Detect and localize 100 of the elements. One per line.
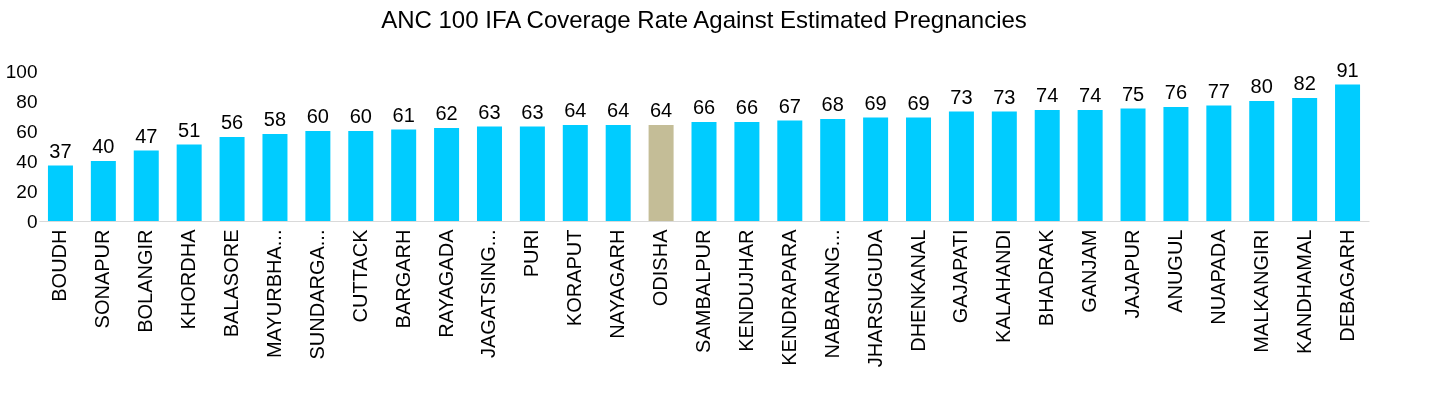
x-tick-label: GAJAPATI <box>949 229 972 324</box>
x-tick-label: JHARSUGUDA <box>863 228 886 368</box>
x-tick-label: KANDHAMAL <box>1292 229 1315 354</box>
data-label: 40 <box>92 135 115 157</box>
x-tick-label: NAYAGARH <box>606 229 629 339</box>
data-label: 66 <box>692 96 716 118</box>
y-tick-label: 60 <box>16 120 38 142</box>
y-tick-label: 20 <box>16 180 38 202</box>
x-tick-label: NUAPADA <box>1206 228 1229 325</box>
x-tick-label: MALKANGIRI <box>1249 229 1272 353</box>
data-label: 67 <box>778 94 801 117</box>
bar <box>906 117 932 221</box>
bar <box>605 125 631 221</box>
data-label: 82 <box>1293 72 1316 94</box>
data-label: 64 <box>607 99 630 121</box>
x-tick-label: BARGARH <box>391 229 414 329</box>
x-tick-label: MAYURBHA... <box>262 229 285 359</box>
data-label: 69 <box>907 91 930 114</box>
data-label: 76 <box>1164 81 1188 103</box>
x-tick-label: BHADRAK <box>1035 228 1058 327</box>
bar <box>1163 107 1189 221</box>
bar <box>1335 84 1361 221</box>
data-label: 68 <box>821 93 844 115</box>
x-tick-label: SUNDARGA... <box>305 229 328 360</box>
x-tick-label: RAYAGADA <box>434 228 457 338</box>
y-tick-label: 40 <box>16 150 38 172</box>
x-tick-label: SAMBALPUR <box>692 229 714 353</box>
x-tick-label: GANJAM <box>1078 229 1101 313</box>
x-tick-label: SONAPUR <box>91 229 114 329</box>
bar <box>648 125 674 221</box>
bar <box>948 111 974 221</box>
bar <box>1292 98 1318 221</box>
x-tick-label: BOUDH <box>48 229 71 302</box>
x-tick-label: ODISHA <box>649 228 672 307</box>
bar <box>434 128 460 221</box>
x-tick-label: KHORDHA <box>177 228 200 330</box>
data-label: 61 <box>392 103 415 126</box>
bar <box>991 111 1017 221</box>
data-label: 66 <box>735 96 759 118</box>
x-tick-label: KALAHANDI <box>992 229 1015 343</box>
data-label: 63 <box>478 100 501 123</box>
y-tick-label: 80 <box>16 90 38 112</box>
bar <box>1206 105 1232 221</box>
data-label: 60 <box>306 105 329 127</box>
bar <box>176 144 202 221</box>
x-tick-label: BALASORE <box>220 229 243 338</box>
bar <box>1120 108 1146 221</box>
bar <box>1077 110 1103 221</box>
bar <box>519 126 545 221</box>
x-tick-label: NABARANG... <box>820 229 843 359</box>
data-label: 91 <box>1336 58 1359 81</box>
data-label: 62 <box>435 102 458 124</box>
y-tick-label: 0 <box>26 210 38 232</box>
data-label: 73 <box>950 85 973 108</box>
x-tick-label: KENDRAPARA <box>777 228 800 366</box>
bar <box>305 131 331 221</box>
x-tick-label: JAGATSING... <box>477 229 500 359</box>
data-label: 69 <box>864 91 887 114</box>
bar <box>47 165 73 221</box>
bar <box>562 125 588 221</box>
data-label: 64 <box>649 99 673 121</box>
data-label: 75 <box>1121 82 1145 105</box>
x-tick-label: KORAPUT <box>563 229 586 327</box>
x-tick-label: CUTTACK <box>348 228 371 323</box>
y-tick-label: 100 <box>5 60 38 82</box>
x-tick-label: DHENKANAL <box>906 229 929 352</box>
bar <box>476 126 502 221</box>
data-label: 47 <box>135 124 158 147</box>
x-tick-label: ANUGUL <box>1163 229 1186 313</box>
bar <box>219 137 245 221</box>
data-label: 37 <box>49 139 72 162</box>
x-tick-label: BOLANGIR <box>134 229 157 333</box>
data-label: 58 <box>263 108 287 130</box>
data-label: 77 <box>1207 79 1230 102</box>
chart-title: ANC 100 IFA Coverage Rate Against Estimated Pregnancies <box>381 5 1027 33</box>
bar <box>820 119 846 221</box>
data-label: 51 <box>178 118 201 141</box>
data-label: 74 <box>1079 84 1102 106</box>
data-label: 73 <box>993 85 1016 108</box>
bar <box>777 120 803 221</box>
bar <box>262 134 288 221</box>
bar <box>863 117 889 221</box>
data-label: 80 <box>1250 75 1273 97</box>
data-label: 63 <box>521 100 544 123</box>
bar <box>133 150 159 221</box>
bar <box>734 122 760 221</box>
x-tick-label: JAJAPUR <box>1121 229 1144 319</box>
bar <box>348 131 374 221</box>
x-tick-label: KENDUJHAR <box>734 229 757 352</box>
bar <box>1034 110 1060 221</box>
x-tick-label: PURI <box>520 229 543 278</box>
bar <box>391 129 417 221</box>
data-label: 74 <box>1036 84 1059 106</box>
data-label: 56 <box>220 111 244 133</box>
data-label: 60 <box>349 105 372 127</box>
bar <box>691 122 717 221</box>
data-label: 64 <box>564 99 587 121</box>
bar <box>90 161 116 221</box>
bar <box>1249 101 1275 221</box>
x-tick-label: DEBAGARH <box>1335 229 1358 342</box>
